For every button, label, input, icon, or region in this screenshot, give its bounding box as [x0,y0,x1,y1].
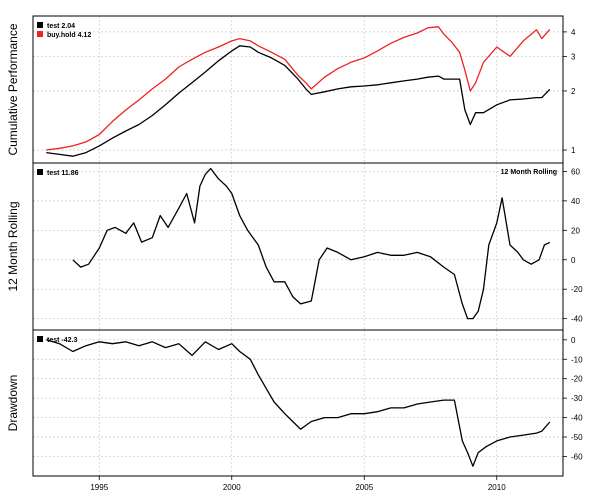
panel-frame [32,15,564,164]
x-tick-label: 1995 [90,483,108,492]
y-tick-label: 40 [571,197,580,206]
x-tick-label: 2005 [355,483,373,492]
legend-label: test 11.86 [47,170,79,177]
y-tick-label: 4 [571,28,576,37]
y-tick-label: 2 [571,87,576,96]
legend-swatch [37,336,43,342]
y-tick-label: -30 [571,394,583,403]
y-tick-label: -20 [571,375,583,384]
y-axis-title: 12 Month Rolling [6,201,20,291]
y-tick-label: 3 [571,52,576,61]
legend-label: test 2.04 [47,23,75,30]
y-tick-label: 60 [571,167,580,176]
y-axis-title: Drawdown [6,375,20,432]
y-tick-label: -40 [571,315,583,324]
y-axis-title: Cumulative Performance [6,23,20,155]
legend-label: test -42.3 [47,337,77,344]
y-tick-label: 0 [571,336,576,345]
x-tick-label: 2010 [488,483,506,492]
y-tick-label: -10 [571,355,583,364]
series-line-test [46,339,551,467]
y-tick-label: -40 [571,414,583,423]
legend-swatch [37,31,43,37]
x-tick-label: 2000 [223,483,241,492]
y-tick-label: 0 [571,256,576,265]
y-tick-label: -60 [571,452,583,461]
y-tick-label: 1 [571,146,576,155]
y-tick-label: 20 [571,226,580,235]
legend-label: buy.hold 4.12 [47,32,91,39]
series-line-buyhold [46,26,551,151]
legend-swatch [37,169,43,175]
y-tick-label: -50 [571,433,583,442]
panel-frame [32,329,564,477]
panel-annotation: 12 Month Rolling [501,169,557,176]
series-line-test [46,45,551,157]
panel-frame [32,162,564,331]
series-line-test [72,167,551,320]
legend-swatch [37,22,43,28]
y-tick-label: -20 [571,285,583,294]
